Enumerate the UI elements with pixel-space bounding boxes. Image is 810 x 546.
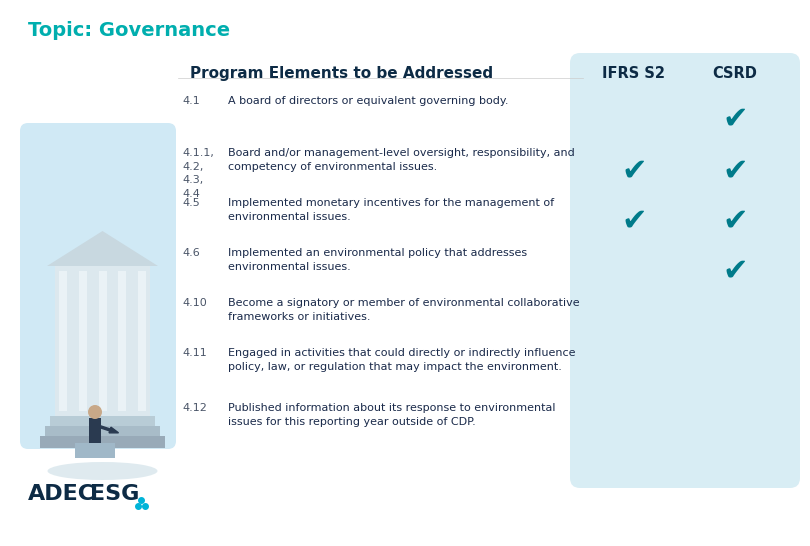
Text: ✔: ✔	[723, 156, 748, 185]
Text: IFRS S2: IFRS S2	[603, 66, 666, 81]
Bar	[89, 418, 101, 443]
Text: Become a signatory or member of environmental collaborative
frameworks or initia: Become a signatory or member of environm…	[228, 298, 580, 322]
Text: ✔: ✔	[723, 256, 748, 285]
Text: Board and/or management-level oversight, responsibility, and
competency of envir: Board and/or management-level oversight,…	[228, 148, 575, 172]
Text: ESG: ESG	[90, 484, 139, 504]
Text: Published information about its response to environmental
issues for this report: Published information about its response…	[228, 403, 556, 427]
Bar	[55, 266, 150, 416]
Polygon shape	[47, 231, 158, 266]
Text: 4.11: 4.11	[182, 348, 207, 358]
Bar	[138, 271, 146, 411]
Text: ✔: ✔	[621, 206, 646, 235]
Bar	[79, 271, 87, 411]
Ellipse shape	[48, 462, 157, 480]
Bar	[40, 436, 165, 448]
Text: ✔: ✔	[723, 206, 748, 235]
Text: CSRD: CSRD	[713, 66, 757, 81]
Text: 4.1: 4.1	[182, 96, 200, 106]
Bar	[99, 271, 106, 411]
Bar	[50, 416, 155, 428]
Text: 4.1.1,
4.2,
4.3,
4.4: 4.1.1, 4.2, 4.3, 4.4	[182, 148, 214, 199]
Bar	[118, 271, 126, 411]
Text: ✔: ✔	[723, 104, 748, 133]
Text: Engaged in activities that could directly or indirectly influence
policy, law, o: Engaged in activities that could directl…	[228, 348, 575, 372]
Text: 4.5: 4.5	[182, 198, 200, 208]
Bar	[75, 443, 115, 458]
FancyArrow shape	[95, 424, 118, 433]
Text: 4.6: 4.6	[182, 248, 200, 258]
Text: A board of directors or equivalent governing body.: A board of directors or equivalent gover…	[228, 96, 509, 106]
FancyBboxPatch shape	[570, 53, 800, 488]
Bar	[59, 271, 67, 411]
Text: Topic: Governance: Topic: Governance	[28, 21, 230, 40]
Text: 4.12: 4.12	[182, 403, 207, 413]
Text: ADEC: ADEC	[28, 484, 95, 504]
Text: ✔: ✔	[621, 156, 646, 185]
Text: 4.10: 4.10	[182, 298, 207, 308]
Bar	[45, 426, 160, 438]
Circle shape	[88, 405, 102, 419]
Text: Program Elements to be Addressed: Program Elements to be Addressed	[190, 66, 493, 81]
Text: Implemented monetary incentives for the management of
environmental issues.: Implemented monetary incentives for the …	[228, 198, 554, 222]
FancyBboxPatch shape	[20, 123, 176, 449]
Text: Implemented an environmental policy that addresses
environmental issues.: Implemented an environmental policy that…	[228, 248, 527, 272]
